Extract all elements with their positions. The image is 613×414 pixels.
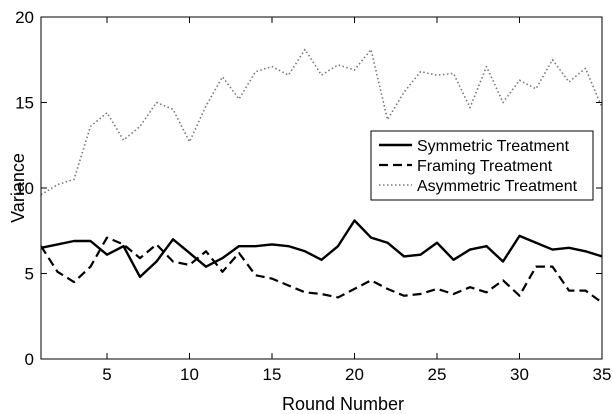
legend-label-2: Framing Treatment <box>417 158 553 175</box>
y-tick-label: 15 <box>15 94 34 113</box>
y-tick-label: 0 <box>25 350 34 369</box>
series-line-2 <box>41 236 602 304</box>
y-tick-label: 5 <box>25 265 34 284</box>
x-tick-label: 35 <box>593 365 612 384</box>
x-tick-label: 30 <box>510 365 529 384</box>
legend-label-3: Asymmetric Treatment <box>417 178 578 195</box>
x-tick-label: 20 <box>345 365 364 384</box>
legend: Symmetric Treatment Framing Treatment Asym… <box>370 130 594 201</box>
x-tick-label: 5 <box>102 365 111 384</box>
y-tick-label: 10 <box>15 179 34 198</box>
x-tick-label: 10 <box>180 365 199 384</box>
y-axis-label: Variance <box>8 153 28 223</box>
legend-label-1: Symmetric Treatment <box>417 138 570 155</box>
series-line-1 <box>41 219 602 279</box>
x-tick-label: 15 <box>263 365 282 384</box>
y-tick-label: 20 <box>15 8 34 27</box>
axis-ticks: 5 10 15 20 25 30 35 0 5 10 15 20 <box>15 8 611 384</box>
x-tick-label: 25 <box>428 365 447 384</box>
x-axis-label: Round Number <box>282 394 404 414</box>
